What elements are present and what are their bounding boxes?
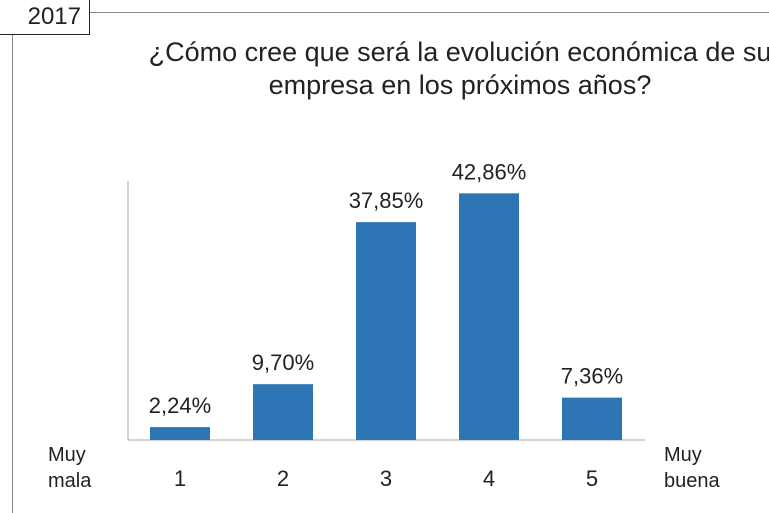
bar: [356, 222, 416, 440]
chart-frame: [12, 12, 769, 513]
x-tick-label: 3: [380, 466, 392, 491]
chart-title: ¿Cómo cree que será la evolución económi…: [148, 37, 769, 100]
x-tick-label: 5: [586, 466, 598, 491]
bar: [562, 397, 622, 440]
x-tick-label: 2: [277, 466, 289, 491]
value-label: 42,86%: [452, 159, 527, 184]
low-annotation: Muy mala: [48, 444, 92, 492]
bar: [459, 193, 519, 440]
high-annotation: Muy buena: [664, 444, 720, 492]
bar: [253, 384, 313, 440]
value-label: 37,85%: [349, 188, 424, 213]
year-tag: 2017: [0, 0, 90, 35]
value-label: 7,36%: [561, 364, 623, 389]
value-label: 9,70%: [252, 350, 314, 375]
value-label: 2,24%: [149, 393, 211, 418]
x-tick-label: 4: [483, 466, 495, 491]
bar: [150, 427, 210, 440]
x-tick-label: 1: [174, 466, 186, 491]
